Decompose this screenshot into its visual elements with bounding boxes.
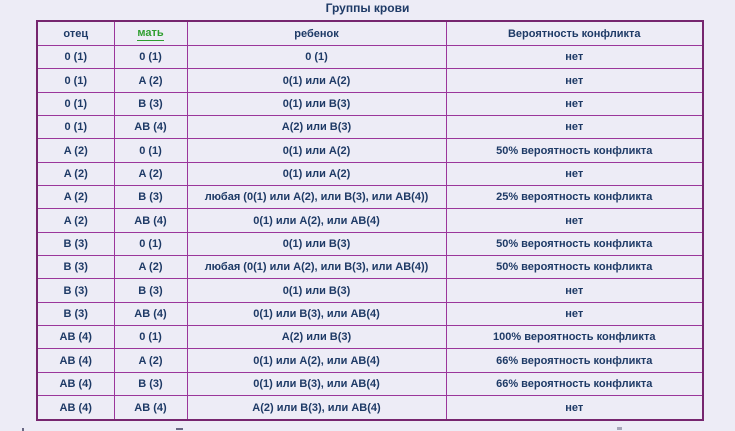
table-cell: A (2) (36, 185, 115, 210)
table-cell: 0(1) или A(2), или AB(4) (186, 208, 447, 233)
table-cell: AB (4) (36, 371, 115, 397)
table-cell: 25% вероятность конфликта (445, 185, 704, 210)
table-cell: B (3) (113, 91, 188, 117)
table-cell: 0(1) или A(2) (186, 68, 447, 93)
cropped-text-artifact (617, 427, 622, 430)
cropped-text-artifact (176, 428, 183, 430)
table-cell: нет (445, 278, 704, 303)
table-cell: нет (445, 395, 704, 421)
table-row: AB (4) 0 (1) A(2) или B(3) 100% вероятность… (36, 325, 704, 350)
table-cell: A (2) (36, 161, 115, 187)
table-row: 0 (1) A (2) 0(1) или A(2) нет (36, 68, 704, 93)
table-cell: A (2) (113, 348, 188, 373)
table-cell: 66% вероятность конфликта (445, 371, 704, 397)
table-row: A (2) 0 (1) 0(1) или A(2) 50% вероятность к… (36, 138, 704, 163)
table-cell: 0 (1) (113, 325, 188, 350)
table-cell: A (2) (113, 255, 188, 280)
table-row: 0 (1) AB (4) A(2) или B(3) нет (36, 115, 704, 140)
table-cell: 0(1) или A(2) (186, 138, 447, 163)
table-cell: AB (4) (113, 301, 188, 327)
table-cell: 0 (1) (36, 44, 115, 70)
table-cell: 50% вероятность конфликта (445, 138, 704, 163)
table-cell: B (3) (36, 278, 115, 303)
table-cell: 0(1) или A(2) (186, 161, 447, 187)
table-cell: 0 (1) (186, 44, 447, 70)
table-row: A (2) B (3) любая (0(1) или A(2), или B(3)… (36, 185, 704, 210)
table-cell: 0 (1) (36, 91, 115, 117)
table-cell: нет (445, 161, 704, 187)
table-cell: 50% вероятность конфликта (445, 231, 704, 257)
table-cell: 0 (1) (113, 231, 188, 257)
table-cell: B (3) (113, 371, 188, 397)
table-cell: 66% вероятность конфликта (445, 348, 704, 373)
table-cell: нет (445, 301, 704, 327)
table-cell: 0(1) или B(3), или AB(4) (186, 371, 447, 397)
table-cell: 0 (1) (36, 115, 115, 140)
table-cell: нет (445, 68, 704, 93)
table-body: 0 (1) 0 (1) 0 (1) нет 0 (1) A (2) 0(1) или A(2… (36, 44, 704, 421)
table-cell: 0(1) или A(2), или AB(4) (186, 348, 447, 373)
table-header: отец мать ребенок Вероятность конфликта (36, 20, 704, 46)
table-cell: 0 (1) (113, 138, 188, 163)
table-cell: AB (4) (36, 348, 115, 373)
table-cell: A(2) или B(3) (186, 325, 447, 350)
table-cell: любая (0(1) или A(2), или B(3), или AB(4… (186, 255, 447, 280)
table-cell: AB (4) (36, 325, 115, 350)
table-cell: 0(1) или B(3) (186, 278, 447, 303)
mother-header-link[interactable]: мать (137, 26, 164, 41)
table-row: AB (4) B (3) 0(1) или B(3), или AB(4) 66% в… (36, 371, 704, 397)
table-cell: 100% вероятность конфликта (445, 325, 704, 350)
table-row: B (3) 0 (1) 0(1) или B(3) 50% вероятность к… (36, 231, 704, 257)
table-cell: нет (445, 44, 704, 70)
table-cell: 0(1) или B(3) (186, 231, 447, 257)
table-row: B (3) AB (4) 0(1) или B(3), или AB(4) нет (36, 301, 704, 327)
table-cell: B (3) (36, 231, 115, 257)
table-cell: AB (4) (36, 395, 115, 421)
table-cell: AB (4) (113, 115, 188, 140)
table-cell: A(2) или B(3) (186, 115, 447, 140)
col-header-father: отец (36, 20, 115, 46)
table-cell: 0(1) или B(3) (186, 91, 447, 117)
table-cell: AB (4) (113, 208, 188, 233)
table-row: A (2) A (2) 0(1) или A(2) нет (36, 161, 704, 187)
table-row: B (3) B (3) 0(1) или B(3) нет (36, 278, 704, 303)
cropped-text-artifact (22, 428, 24, 431)
table-cell: B (3) (36, 301, 115, 327)
table-cell: 0 (1) (113, 44, 188, 70)
table-row: AB (4) AB (4) A(2) или B(3), или AB(4) нет (36, 395, 704, 421)
table-cell: 0(1) или B(3), или AB(4) (186, 301, 447, 327)
table-cell: нет (445, 115, 704, 140)
table-cell: 0 (1) (36, 68, 115, 93)
blood-groups-table: отец мать ребенок Вероятность конфликта … (36, 20, 704, 421)
table-cell: A (2) (36, 138, 115, 163)
col-header-child: ребенок (186, 20, 447, 46)
table-row: 0 (1) B (3) 0(1) или B(3) нет (36, 91, 704, 117)
table-cell: A (2) (113, 68, 188, 93)
table-row: AB (4) A (2) 0(1) или A(2), или AB(4) 66% в… (36, 348, 704, 373)
table-cell: A (2) (36, 208, 115, 233)
table-cell: нет (445, 91, 704, 117)
table-cell: B (3) (113, 185, 188, 210)
table-cell: нет (445, 208, 704, 233)
page-title: Группы крови (325, 1, 410, 15)
table-cell: любая (0(1) или A(2), или B(3), или AB(4… (186, 185, 447, 210)
table-row: B (3) A (2) любая (0(1) или A(2), или B(3)… (36, 255, 704, 280)
col-header-conflict-probability: Вероятность конфликта (445, 20, 704, 46)
table-cell: A(2) или B(3), или AB(4) (186, 395, 447, 421)
table-row: A (2) AB (4) 0(1) или A(2), или AB(4) нет (36, 208, 704, 233)
table-row: 0 (1) 0 (1) 0 (1) нет (36, 44, 704, 70)
table-cell: B (3) (113, 278, 188, 303)
table-cell: B (3) (36, 255, 115, 280)
table-cell: A (2) (113, 161, 188, 187)
table-cell: 50% вероятность конфликта (445, 255, 704, 280)
table-cell: AB (4) (113, 395, 188, 421)
header-row: отец мать ребенок Вероятность конфликта (36, 20, 704, 46)
col-header-mother: мать (113, 20, 188, 46)
